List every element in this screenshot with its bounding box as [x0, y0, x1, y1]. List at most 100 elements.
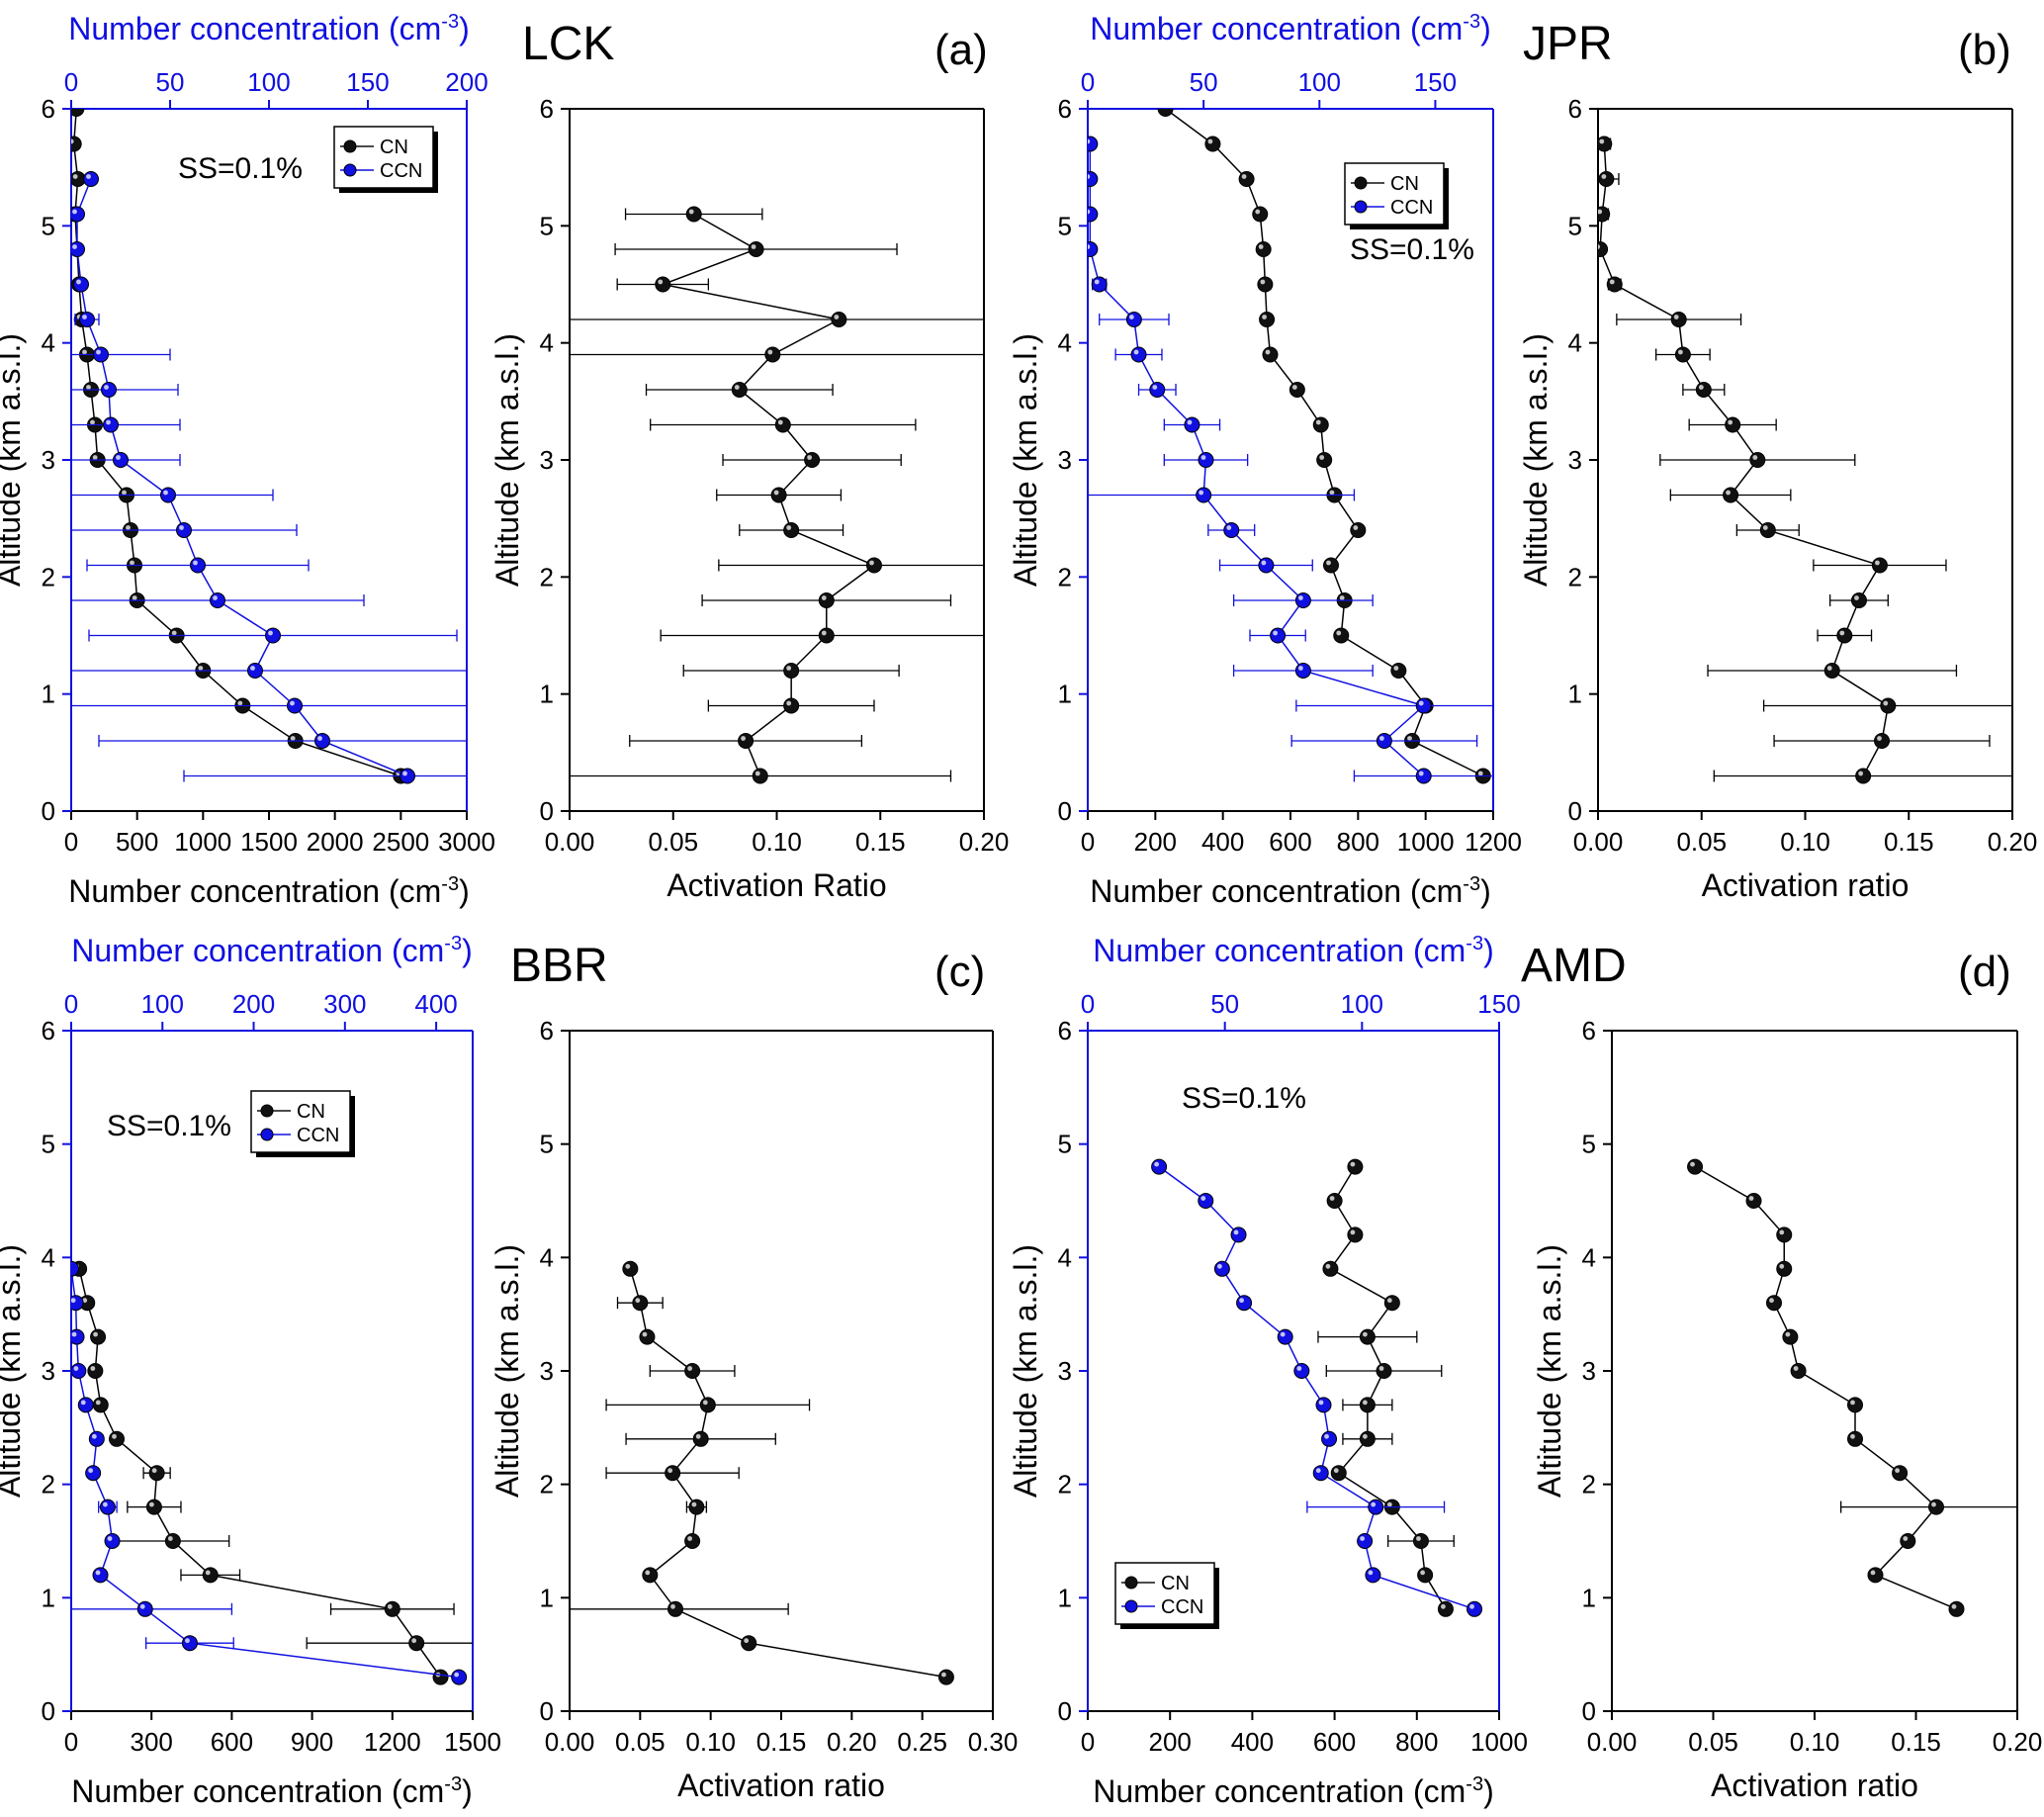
- data-point: [1213, 1260, 1230, 1277]
- data-point: [818, 592, 835, 608]
- data-point: [176, 522, 192, 538]
- x-tick-label: 200: [1149, 1727, 1192, 1757]
- data-point: [748, 241, 764, 257]
- data-point: [684, 1533, 701, 1549]
- y-tick-label: 1: [1582, 1583, 1596, 1612]
- data-point: [632, 1295, 649, 1312]
- data-point: [1347, 1226, 1364, 1243]
- y-tick-label: 4: [42, 1242, 55, 1272]
- top-x-tick-label: 0: [64, 67, 78, 97]
- data-point: [85, 1465, 102, 1482]
- x-tick-label: 900: [291, 1727, 333, 1757]
- legend-label: CN: [297, 1101, 325, 1123]
- series-line: [72, 109, 401, 777]
- svg-text:Number concentration (cm-3): Number concentration (cm-3): [1090, 873, 1490, 909]
- data-point: [71, 1363, 87, 1379]
- x-axis-label: Number concentration (cm-3): [1090, 873, 1490, 909]
- top-x-tick-label: 100: [1298, 67, 1341, 97]
- top-x-tick-label: 0: [64, 989, 78, 1019]
- series-activation-ratio: [570, 1260, 954, 1685]
- y-tick-label: 3: [42, 445, 55, 475]
- x-tick-label: 0.05: [1676, 827, 1727, 857]
- y-tick-label: 3: [540, 445, 554, 475]
- data-point: [1823, 663, 1840, 679]
- data-point: [190, 557, 206, 574]
- data-point: [1782, 1328, 1799, 1345]
- svg-text:Number concentration (cm-3): Number concentration (cm-3): [71, 1773, 472, 1809]
- y-tick-label: 4: [1568, 328, 1582, 358]
- top-x-tick-label: 200: [232, 989, 275, 1019]
- data-point: [1252, 206, 1269, 223]
- data-point: [1598, 206, 1611, 223]
- data-point: [1847, 1430, 1863, 1447]
- y-tick-label: 6: [540, 1016, 554, 1045]
- series-line: [1694, 1165, 1957, 1610]
- data-point: [783, 697, 800, 714]
- data-point: [1184, 416, 1200, 433]
- y-tick-label: 2: [42, 562, 55, 591]
- data-point: [937, 1669, 954, 1685]
- x-tick-label: 0.20: [959, 827, 1010, 857]
- y-axis-label: Altitude (km a.s.l.): [0, 1244, 27, 1498]
- y-tick-label: 0: [42, 796, 55, 826]
- data-point: [1836, 627, 1853, 644]
- y-tick-label: 0: [1058, 1696, 1072, 1726]
- top-x-tick-label: 0: [1081, 67, 1095, 97]
- x-axis-label: Number concentration (cm-3): [1093, 1773, 1493, 1809]
- data-point: [1606, 276, 1623, 293]
- data-point: [1850, 592, 1867, 608]
- data-point: [432, 1669, 449, 1685]
- data-point: [1255, 241, 1272, 257]
- x-tick-label: 1200: [1465, 827, 1522, 857]
- svg-text:Altitude (km a.s.l.): Altitude (km a.s.l.): [1008, 1244, 1043, 1498]
- y-tick-label: 4: [1058, 328, 1072, 358]
- site-label: AMD: [1521, 940, 1627, 992]
- x-tick-label: 800: [1395, 1727, 1438, 1757]
- x-tick-label: 2500: [372, 827, 429, 857]
- data-point: [1322, 1260, 1339, 1277]
- svg-text:Altitude (km a.s.l.): Altitude (km a.s.l.): [1518, 333, 1554, 587]
- y-tick-label: 4: [1582, 1242, 1596, 1272]
- top-x-axis-label: Number concentration (cm-3): [71, 933, 472, 968]
- data-point: [1223, 522, 1240, 538]
- y-tick-label: 2: [540, 562, 554, 591]
- x-tick-label: 0: [64, 827, 78, 857]
- series-ccn: [71, 171, 467, 784]
- svg-text:Number concentration (cm-3): Number concentration (cm-3): [68, 873, 469, 909]
- legend-marker: [343, 139, 357, 153]
- data-point: [738, 733, 755, 749]
- data-point: [1294, 663, 1311, 679]
- x-tick-label: 0.25: [897, 1727, 947, 1757]
- data-point: [101, 382, 117, 398]
- top-x-tick-label: 100: [141, 989, 184, 1019]
- data-point: [88, 1430, 105, 1447]
- data-point: [1415, 768, 1432, 784]
- chart-lck-ar: 0.00 0.05 0.10 0.15 0.20 0 1 2 3 4 5 6 Activation Ra…: [489, 94, 1010, 903]
- x-tick-label: 0.10: [1780, 827, 1830, 857]
- data-point: [642, 1567, 659, 1584]
- y-tick-label: 2: [1582, 1470, 1596, 1499]
- x-tick-label: 1500: [444, 1727, 501, 1757]
- y-tick-label: 4: [1058, 1242, 1072, 1272]
- svg-text:Altitude (km a.s.l.): Altitude (km a.s.l.): [489, 333, 525, 587]
- data-point: [71, 136, 82, 152]
- data-point: [136, 1600, 153, 1617]
- svg-text:Altitude (km a.s.l.): Altitude (km a.s.l.): [489, 1244, 525, 1498]
- y-tick-label: 0: [1058, 796, 1072, 826]
- y-tick-label: 6: [1058, 1016, 1072, 1045]
- y-tick-label: 3: [540, 1356, 554, 1386]
- y-tick-label: 1: [42, 680, 55, 709]
- data-point: [210, 592, 225, 608]
- panel-label: (c): [934, 948, 985, 996]
- data-point: [1347, 1158, 1364, 1175]
- y-tick-label: 0: [42, 1696, 55, 1726]
- series-cn: [71, 1260, 473, 1685]
- series-activation-ratio: [1598, 136, 2012, 784]
- data-point: [83, 171, 99, 187]
- y-tick-label: 0: [1568, 796, 1582, 826]
- legend-marker: [1354, 176, 1368, 190]
- data-point: [1289, 382, 1305, 398]
- top-x-tick-label: 150: [1477, 989, 1520, 1019]
